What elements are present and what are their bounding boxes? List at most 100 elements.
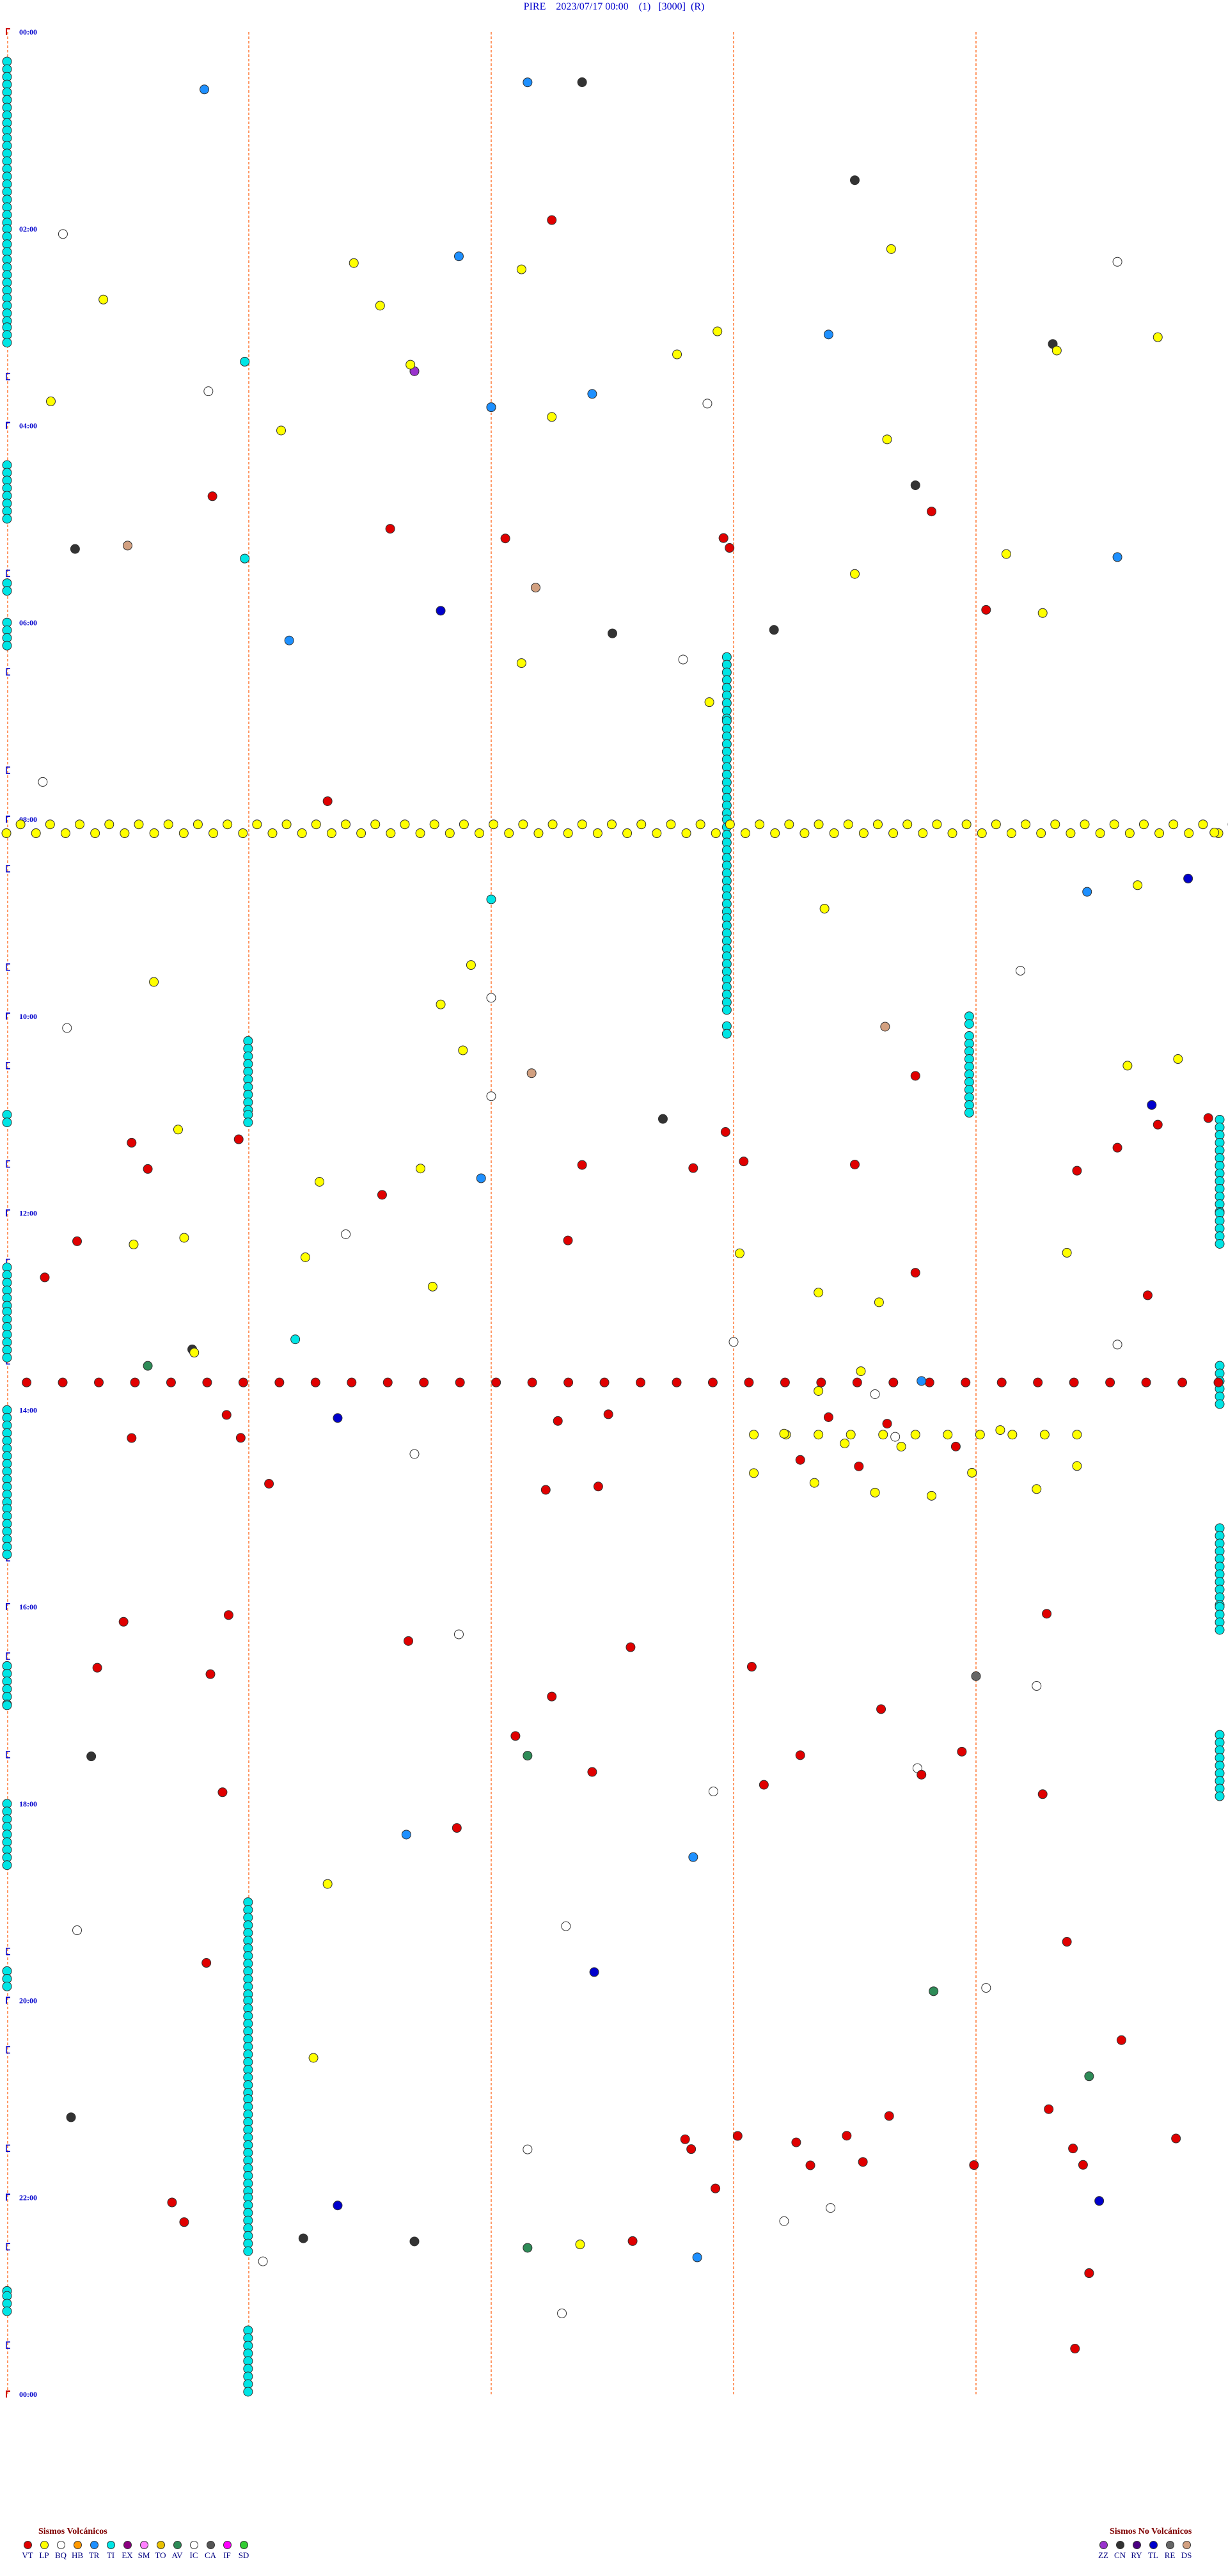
legend-volcanic-ti: TI [102, 2541, 119, 2561]
event-marker-lp [370, 819, 381, 830]
event-marker-bq [62, 1023, 72, 1033]
event-marker-lp [681, 828, 691, 839]
event-marker-lp [975, 1430, 985, 1440]
event-marker-lp [779, 1428, 789, 1439]
event-marker-lp [163, 819, 173, 830]
event-marker-lp [977, 828, 987, 839]
event-marker-ti [1215, 1791, 1225, 1801]
event-marker-cn [769, 625, 779, 635]
event-marker-bq [1015, 965, 1025, 976]
event-marker-ti [2, 1981, 12, 1991]
event-marker-cn [86, 1751, 97, 1762]
event-marker-ti [243, 2387, 253, 2397]
event-marker-vt [310, 1377, 320, 1387]
event-marker-lp [1198, 819, 1208, 830]
event-marker-ti [2, 586, 12, 596]
event-marker-lp [60, 828, 70, 839]
event-marker-vt [1033, 1377, 1043, 1387]
event-marker-vt [850, 1159, 860, 1169]
event-marker-av [523, 1751, 533, 1761]
event-marker-vt [725, 543, 735, 553]
legend-label: CA [204, 2550, 217, 2560]
event-marker-vt [718, 533, 728, 543]
event-marker-vt [540, 1485, 551, 1495]
hour-marker [6, 28, 10, 35]
legend-label: TO [155, 2550, 166, 2560]
hour-marker [6, 1996, 10, 2004]
event-marker-bq [1112, 257, 1122, 267]
event-marker-vt [1062, 1937, 1072, 1947]
event-marker-lp [636, 819, 647, 830]
event-marker-lp [276, 425, 287, 436]
event-marker-ti [2, 1118, 12, 1128]
legend-volcanic-if: IF [219, 2541, 235, 2561]
event-marker-lp [400, 819, 410, 830]
event-marker-lp [666, 819, 676, 830]
event-marker-lp [784, 819, 794, 830]
event-marker-lp [436, 999, 446, 1009]
event-marker-vt [599, 1377, 610, 1387]
event-marker-vt [1116, 2035, 1126, 2045]
event-marker-ti [243, 2246, 253, 2256]
event-marker-vt [553, 1416, 563, 1426]
event-marker-vt [1112, 1142, 1122, 1153]
event-marker-lp [516, 658, 526, 668]
event-marker-vt [1141, 1377, 1151, 1387]
event-marker-bq [486, 993, 496, 1003]
event-marker-lp [149, 977, 159, 987]
event-marker-cn [577, 77, 587, 88]
event-marker-ti [2, 1700, 12, 1711]
hour-marker [6, 1603, 10, 1610]
event-marker-av [143, 1361, 153, 1371]
event-marker-ti [240, 553, 250, 564]
legend-volcanic: VT LP BQ HB TR TI EX SM TO AV IC CA IF SD [19, 2541, 252, 2561]
y-tick-label: 00:00 [19, 28, 37, 36]
event-marker-vt [795, 1750, 805, 1760]
event-marker-vt [711, 2183, 721, 2193]
event-marker-vt [382, 1377, 393, 1387]
event-marker-vt [927, 507, 937, 517]
event-marker-lp [888, 828, 899, 839]
event-marker-vt [72, 1236, 83, 1246]
event-marker-bq [981, 1983, 991, 1993]
event-marker-ti [2, 640, 12, 651]
event-marker-ti [2, 2306, 12, 2316]
event-marker-ti [1215, 1239, 1225, 1249]
event-marker-tr [453, 251, 464, 262]
event-marker-lp [429, 819, 439, 830]
event-marker-vt [1072, 1166, 1082, 1176]
event-marker-lp [405, 360, 416, 370]
y-tick-label: 04:00 [19, 422, 37, 431]
event-marker-ti [964, 1108, 974, 1118]
event-marker-lp [1124, 828, 1135, 839]
event-marker-vt [1213, 1377, 1224, 1387]
event-marker-ds [530, 583, 540, 593]
event-marker-lp [547, 819, 558, 830]
event-marker-cn [910, 480, 920, 491]
y-tick-label: 06:00 [19, 618, 37, 627]
half-hour-marker [6, 668, 10, 676]
legend-marker [40, 2541, 49, 2549]
event-marker-bq [728, 1337, 739, 1347]
event-marker-lp [918, 828, 928, 839]
event-marker-vt [264, 1479, 274, 1489]
event-marker-vt [347, 1377, 357, 1387]
event-marker-lp [1066, 828, 1076, 839]
half-hour-marker [6, 1947, 10, 1956]
event-marker-vt [563, 1377, 574, 1387]
half-hour-marker [6, 963, 10, 971]
event-marker-lp [173, 1125, 183, 1135]
event-marker-tl [436, 606, 446, 616]
event-marker-lp [489, 819, 499, 830]
event-marker-lp [927, 1490, 937, 1501]
event-marker-vt [876, 1704, 886, 1714]
event-marker-vt [732, 2131, 743, 2141]
event-marker-lp [466, 960, 476, 970]
event-marker-tl [333, 2201, 343, 2211]
event-marker-lp [606, 819, 617, 830]
event-marker-cn [850, 175, 860, 186]
event-marker-vt [547, 1691, 557, 1702]
event-marker-lp [856, 1366, 866, 1377]
event-marker-bq [890, 1432, 901, 1442]
event-marker-lp [672, 349, 682, 360]
